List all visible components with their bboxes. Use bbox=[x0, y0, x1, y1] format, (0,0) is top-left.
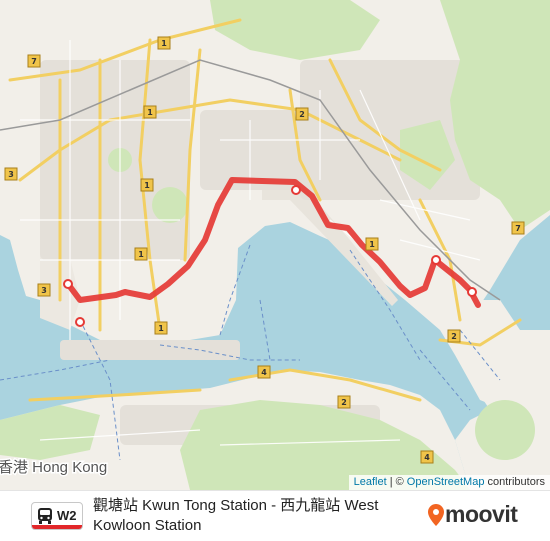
hong-kong-label: 香港 Hong Kong bbox=[0, 459, 107, 476]
svg-text:1: 1 bbox=[147, 108, 153, 117]
bus-icon bbox=[36, 507, 54, 529]
route-shield: 7 bbox=[27, 54, 41, 68]
route-shield: 3 bbox=[37, 283, 51, 297]
brand-name: moovit bbox=[445, 501, 518, 527]
map-pin-icon bbox=[428, 504, 444, 531]
svg-text:2: 2 bbox=[451, 332, 457, 341]
svg-text:1: 1 bbox=[161, 39, 167, 48]
route-stops bbox=[63, 185, 477, 327]
stop-marker bbox=[291, 185, 301, 195]
major-roads bbox=[8, 18, 522, 402]
route-shield: 1 bbox=[140, 178, 154, 192]
svg-text:1: 1 bbox=[138, 250, 144, 259]
route-footer: W2 觀塘站 Kwun Tong Station - 西九龍站 West Kow… bbox=[0, 490, 550, 541]
svg-text:4: 4 bbox=[261, 368, 267, 377]
stop-marker bbox=[431, 255, 441, 265]
svg-text:1: 1 bbox=[158, 324, 164, 333]
svg-text:1: 1 bbox=[144, 181, 150, 190]
route-shields: 7 1 2 1 1 3 1 3 1 7 2 4 2 4 1 bbox=[4, 36, 525, 464]
route-shield: 2 bbox=[337, 395, 351, 409]
route-shield: 2 bbox=[295, 107, 309, 121]
route-shield: 2 bbox=[447, 329, 461, 343]
svg-text:2: 2 bbox=[299, 110, 305, 119]
stop-marker bbox=[467, 287, 477, 297]
svg-text:3: 3 bbox=[8, 170, 14, 179]
osm-link[interactable]: OpenStreetMap bbox=[406, 476, 485, 488]
svg-text:7: 7 bbox=[31, 57, 37, 66]
copyright-symbol: © bbox=[395, 476, 404, 488]
route-shield: 1 bbox=[154, 321, 168, 335]
place-label: 香港 Hong Kong bbox=[0, 458, 109, 478]
kai-tak-runway bbox=[262, 180, 398, 306]
svg-text:4: 4 bbox=[424, 453, 430, 462]
route-shield: 1 bbox=[134, 247, 148, 261]
rail-line bbox=[0, 59, 501, 301]
route-map[interactable]: 7 1 2 1 1 3 1 3 1 7 2 4 2 4 1 香港 Hong Ko… bbox=[0, 0, 550, 490]
attribution-separator: | bbox=[389, 476, 393, 488]
ferry-routes bbox=[0, 244, 501, 461]
svg-text:7: 7 bbox=[515, 224, 521, 233]
stop-marker bbox=[63, 279, 73, 289]
svg-text:2: 2 bbox=[341, 398, 347, 407]
stop-marker bbox=[75, 317, 85, 327]
minor-roads bbox=[20, 40, 481, 446]
route-shield: 4 bbox=[257, 365, 271, 379]
parks bbox=[0, 0, 550, 490]
route-title: 觀塘站 Kwun Tong Station - 西九龍站 West Kowloo… bbox=[93, 497, 379, 534]
route-shield: 1 bbox=[365, 237, 379, 251]
map-attribution: Leaflet | © OpenStreetMap contributors bbox=[348, 475, 550, 490]
route-shield: 1 bbox=[143, 105, 157, 119]
route-code: W2 bbox=[57, 508, 77, 523]
route-color-bar bbox=[32, 525, 82, 529]
svg-text:1: 1 bbox=[369, 240, 375, 249]
route-shield: 3 bbox=[4, 167, 18, 181]
route-badge: W2 bbox=[31, 502, 83, 530]
route-shield: 1 bbox=[157, 36, 171, 50]
route-shield: 7 bbox=[511, 221, 525, 235]
map-canvas: 7 1 2 1 1 3 1 3 1 7 2 4 2 4 1 香港 Hong Ko… bbox=[0, 0, 550, 490]
contributors-text: contributors bbox=[487, 476, 545, 488]
leaflet-link[interactable]: Leaflet bbox=[353, 476, 387, 488]
route-shield: 4 bbox=[420, 450, 434, 464]
svg-text:3: 3 bbox=[41, 286, 47, 295]
